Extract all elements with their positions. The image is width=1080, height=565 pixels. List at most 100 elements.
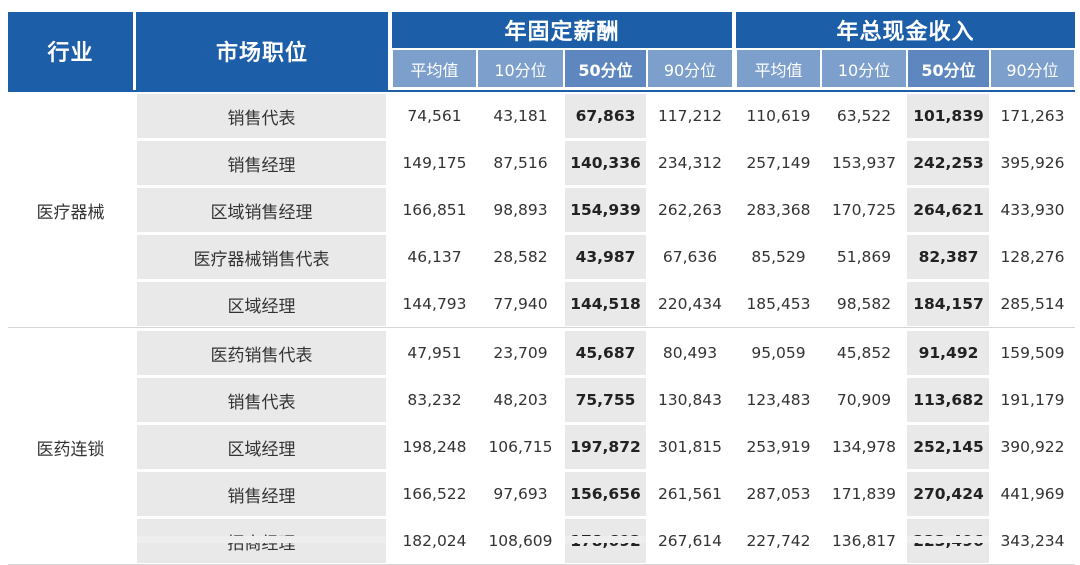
value-cell-fixed-p10: 77,940 — [493, 295, 548, 313]
value-cell-fixed-p90: 301,815 — [657, 438, 723, 456]
median-fixed-bg — [565, 425, 646, 469]
median-total-bg — [907, 141, 989, 185]
next-row-fixed-median-shade — [565, 536, 646, 543]
value-cell-fixed-p10: 108,609 — [488, 532, 553, 550]
value-cell-fixed-p10: 87,516 — [493, 154, 548, 172]
header-total-cash: 年总现金收入 — [736, 12, 1075, 48]
value-cell-fixed-p10: 106,715 — [488, 438, 553, 456]
value-cell-fixed-p90: 117,212 — [657, 107, 723, 125]
value-cell-fixed-p90: 130,843 — [657, 391, 723, 409]
median-fixed-bg — [565, 94, 646, 138]
position-label: 医疗器械销售代表 — [193, 249, 330, 270]
next-row-position-shade — [137, 536, 386, 543]
median-fixed-bg — [565, 472, 646, 516]
value-cell-total-p50: 82,387 — [918, 248, 979, 266]
value-cell-total-p10: 45,852 — [836, 344, 892, 362]
median-total-bg — [907, 472, 989, 516]
position-label: 销售代表 — [227, 108, 296, 129]
value-cell-total-p50: 184,157 — [913, 295, 984, 313]
industry-label: 医药连锁 — [36, 439, 105, 460]
value-cell-fixed-avg: 74,561 — [407, 107, 462, 125]
value-cell-total-p50: 242,253 — [913, 154, 984, 172]
value-cell-total-p90: 395,926 — [1000, 154, 1065, 172]
value-cell-total-p10: 134,978 — [831, 438, 897, 456]
value-cell-total-p90: 390,922 — [1000, 438, 1065, 456]
value-cell-fixed-avg: 198,248 — [402, 438, 467, 456]
position-label: 销售代表 — [227, 392, 296, 413]
value-cell-total-avg: 110,619 — [746, 107, 811, 125]
value-cell-fixed-p50: 154,939 — [570, 201, 641, 219]
value-cell-fixed-p50: 43,987 — [575, 248, 636, 266]
median-total-bg — [907, 378, 989, 422]
value-cell-fixed-p50: 144,518 — [570, 295, 641, 313]
position-cell-bg — [137, 235, 386, 279]
value-cell-fixed-p50: 67,863 — [575, 107, 636, 125]
value-cell-total-avg: 227,742 — [746, 532, 811, 550]
subheader-total-p90: 90分位 — [991, 50, 1074, 87]
value-cell-total-p90: 128,276 — [1000, 248, 1065, 266]
median-fixed-bg — [565, 282, 646, 326]
value-cell-fixed-p90: 80,493 — [662, 344, 718, 362]
position-cell-bg — [137, 425, 386, 469]
position-label: 区域销售经理 — [210, 202, 313, 223]
value-cell-fixed-p90: 261,561 — [657, 485, 723, 503]
position-label: 区域经理 — [227, 439, 296, 460]
value-cell-fixed-p90: 267,614 — [657, 532, 723, 550]
median-total-bg — [907, 425, 989, 469]
value-cell-fixed-p90: 67,636 — [662, 248, 718, 266]
value-cell-total-avg: 283,368 — [746, 201, 811, 219]
value-cell-fixed-avg: 149,175 — [402, 154, 467, 172]
value-cell-fixed-avg: 83,232 — [407, 391, 462, 409]
position-cell-bg — [137, 188, 386, 232]
header-fixed-salary: 年固定薪酬 — [392, 12, 732, 48]
median-fixed-bg — [565, 141, 646, 185]
subheader-total-p10: 10分位 — [822, 50, 906, 87]
value-cell-fixed-p50: 156,656 — [570, 485, 641, 503]
value-cell-total-p90: 433,930 — [1000, 201, 1065, 219]
median-total-bg — [907, 331, 989, 375]
industry-label: 医疗器械 — [36, 202, 105, 223]
subheader-total-p50: 50分位 — [908, 50, 989, 87]
position-label: 销售经理 — [227, 155, 296, 176]
value-cell-total-p90: 191,179 — [1000, 391, 1065, 409]
median-total-bg — [907, 94, 989, 138]
value-cell-total-avg: 257,149 — [746, 154, 811, 172]
position-label: 销售经理 — [227, 486, 296, 507]
value-cell-fixed-p90: 220,434 — [657, 295, 723, 313]
subheader-fixed-p90: 90分位 — [648, 50, 732, 87]
value-cell-total-p50: 113,682 — [913, 391, 984, 409]
value-cell-fixed-p10: 23,709 — [493, 344, 548, 362]
value-cell-total-p10: 153,937 — [831, 154, 897, 172]
position-cell-bg — [137, 282, 386, 326]
value-cell-fixed-p10: 43,181 — [493, 107, 548, 125]
value-cell-total-p10: 51,869 — [836, 248, 892, 266]
position-cell-bg — [137, 94, 386, 138]
header-bottom-line — [8, 90, 1075, 92]
header-position: 市场职位 — [136, 12, 388, 90]
value-cell-total-p50: 270,424 — [913, 485, 984, 503]
value-cell-total-avg: 287,053 — [746, 485, 811, 503]
position-cell-bg — [137, 331, 386, 375]
value-cell-total-avg: 123,483 — [746, 391, 811, 409]
value-cell-total-p50: 264,621 — [913, 201, 984, 219]
subheader-fixed-p10: 10分位 — [478, 50, 563, 87]
value-cell-fixed-avg: 47,951 — [407, 344, 462, 362]
value-cell-total-avg: 85,529 — [751, 248, 806, 266]
position-label: 医药销售代表 — [210, 345, 313, 366]
value-cell-fixed-avg: 144,793 — [402, 295, 467, 313]
position-cell-bg — [137, 378, 386, 422]
median-fixed-bg — [565, 235, 646, 279]
group-separator — [8, 327, 1075, 328]
subheader-fixed-p50: 50分位 — [565, 50, 646, 87]
position-cell-bg — [137, 472, 386, 516]
value-cell-fixed-p50: 45,687 — [575, 344, 636, 362]
value-cell-total-p50: 91,492 — [918, 344, 979, 362]
value-cell-fixed-p50: 197,872 — [570, 438, 641, 456]
median-total-bg — [907, 188, 989, 232]
value-cell-fixed-p10: 28,582 — [493, 248, 548, 266]
value-cell-fixed-avg: 166,522 — [402, 485, 467, 503]
value-cell-fixed-p10: 97,693 — [493, 485, 548, 503]
value-cell-total-avg: 185,453 — [746, 295, 811, 313]
value-cell-total-p10: 136,817 — [831, 532, 897, 550]
value-cell-total-p50: 252,145 — [913, 438, 984, 456]
